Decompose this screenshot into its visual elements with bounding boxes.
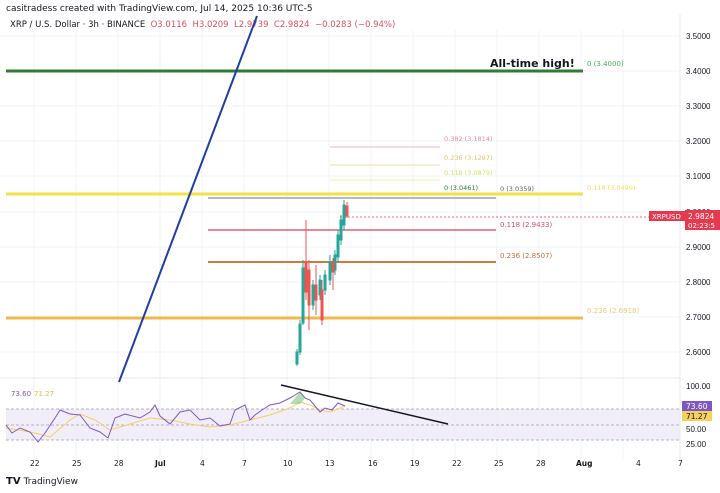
low-value: L2.9739 <box>234 20 269 30</box>
svg-text:19: 19 <box>410 459 420 468</box>
svg-text:3.2000: 3.2000 <box>686 137 711 146</box>
current-price-tag: 2.9824 <box>688 212 714 221</box>
svg-text:7: 7 <box>678 459 683 468</box>
rsi-ma-line <box>5 401 346 438</box>
ath-annotation: All-time high! <box>490 57 575 70</box>
svg-text:3.5000: 3.5000 <box>686 32 711 41</box>
fib-label-0-a: 0 (3.0461) <box>444 184 478 192</box>
symbol-tag: XRPUSD <box>652 213 681 221</box>
rsi-divergence-trendline[interactable] <box>280 384 449 425</box>
svg-text:4: 4 <box>200 459 205 468</box>
svg-text:2.8000: 2.8000 <box>686 278 711 287</box>
svg-text:2.6000: 2.6000 <box>686 348 711 357</box>
svg-text:2.9000: 2.9000 <box>686 243 711 252</box>
svg-text:3.3000: 3.3000 <box>686 102 711 111</box>
svg-text:16: 16 <box>368 459 378 468</box>
fib-label-ath: 0 (3.4000) <box>587 60 624 68</box>
blue-trendline[interactable] <box>118 15 258 383</box>
fib-label-0236: 0.236 (2.8507) <box>500 252 552 260</box>
candles <box>295 200 349 366</box>
fib-label-0236-upper: 0.236 (3.1297) <box>444 154 493 162</box>
open-value: O3.0116 <box>150 20 188 30</box>
chart-caption: casitradess created with TradingView.com… <box>6 4 313 14</box>
svg-text:28: 28 <box>114 459 124 468</box>
svg-text:10: 10 <box>283 459 293 468</box>
fib-label-0118-yellow: 0.118 (3.0499) <box>587 184 636 192</box>
rsi-line <box>5 391 346 443</box>
svg-text:7: 7 <box>242 459 247 468</box>
svg-text:50.00: 50.00 <box>686 425 707 434</box>
rsi-band <box>6 409 680 440</box>
rsi-ma-tag: 71.27 <box>686 412 708 421</box>
rsi-value-legend: 73.60 <box>11 390 31 398</box>
svg-text:22: 22 <box>30 459 40 468</box>
fib-label-0236-lower: 0.236 (2.6918) <box>587 307 639 315</box>
grid <box>0 30 680 460</box>
high-value: H3.0209 <box>192 20 229 30</box>
change-value: −0.0283 (−0.94%) <box>314 20 396 30</box>
fib-label-0118-upper: 0.118 (3.0879) <box>444 169 493 177</box>
svg-text:Aug: Aug <box>576 459 593 468</box>
svg-text:25: 25 <box>494 459 504 468</box>
svg-text:25.00: 25.00 <box>686 440 707 449</box>
rsi-value-tag: 73.60 <box>686 402 708 411</box>
bar-countdown: 02:23:5 <box>688 222 715 230</box>
svg-text:Jul: Jul <box>154 459 166 468</box>
time-axis: 22 25 28 Jul 4 7 10 13 16 19 22 25 28 Au… <box>30 459 683 468</box>
svg-text:3.4000: 3.4000 <box>686 67 711 76</box>
svg-text:100.00: 100.00 <box>686 382 711 391</box>
svg-text:2.7000: 2.7000 <box>686 313 711 322</box>
fib-label-0118: 0.118 (2.9433) <box>500 221 552 229</box>
svg-text:13: 13 <box>325 459 335 468</box>
svg-text:28: 28 <box>536 459 546 468</box>
svg-text:4: 4 <box>636 459 641 468</box>
svg-text:22: 22 <box>452 459 462 468</box>
close-value: C2.9824 <box>273 20 310 30</box>
fib-label-0382: 0.382 (3.1814) <box>444 135 493 143</box>
tv-logo-icon: TV <box>6 476 21 487</box>
svg-text:3.1000: 3.1000 <box>686 172 711 181</box>
symbol-legend: XRP / U.S. Dollar · 3h · BINANCE O3.0116… <box>10 20 395 30</box>
fib-label-0-b: 0 (3.0359) <box>500 185 534 193</box>
svg-text:25: 25 <box>72 459 82 468</box>
rsi-ma-legend: 71.27 <box>34 390 54 398</box>
tradingview-logo: TV TradingView <box>6 476 78 487</box>
symbol-name: XRP / U.S. Dollar · 3h · BINANCE <box>10 20 146 30</box>
